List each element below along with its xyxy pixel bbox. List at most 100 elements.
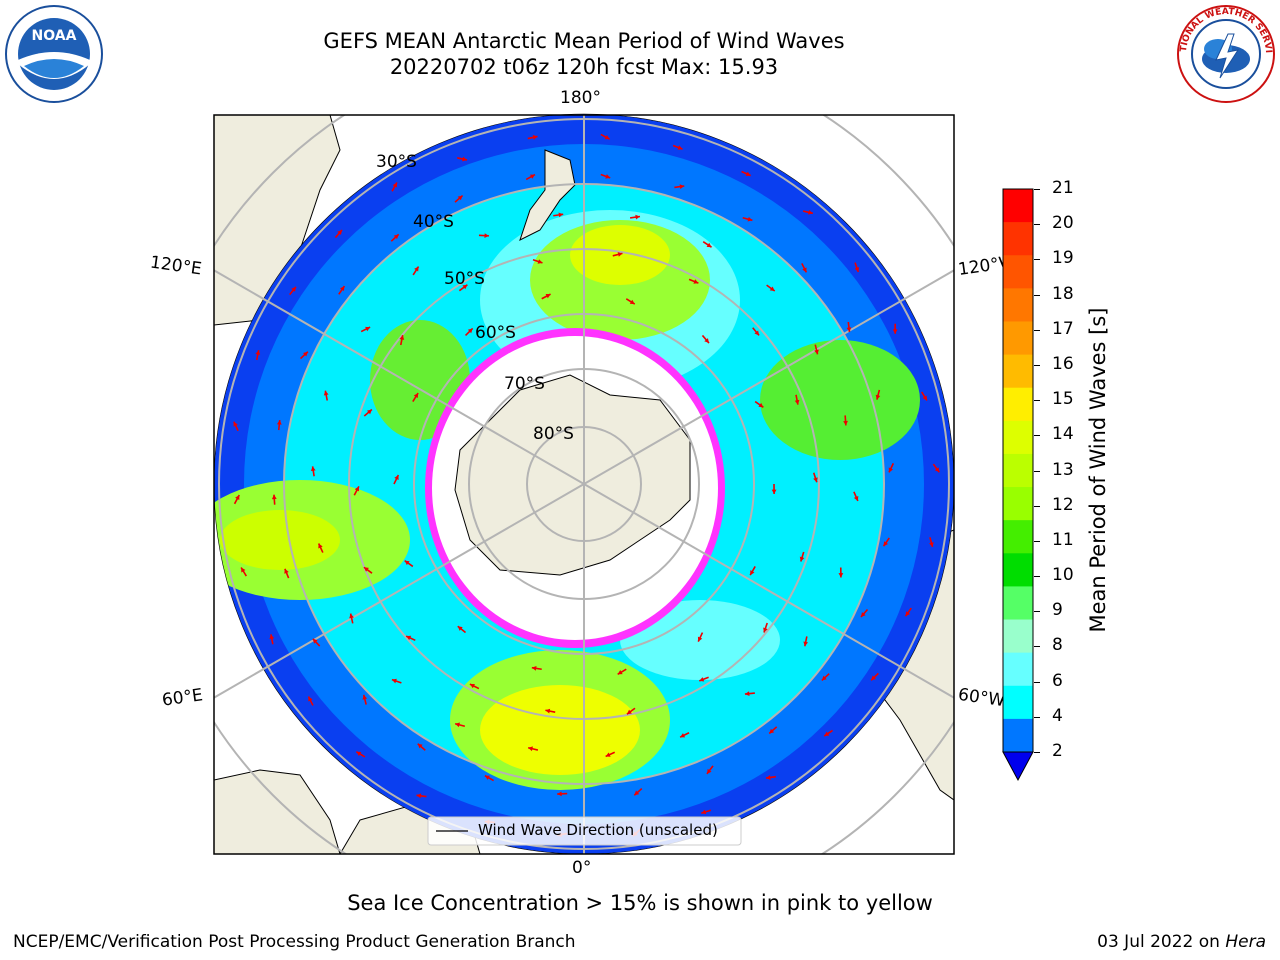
colorbar (1002, 188, 1034, 782)
colorbar-segment (1003, 354, 1033, 389)
wave-arrow-head (537, 259, 543, 264)
wave-arrow-head (318, 543, 323, 549)
colorbar-segment (1003, 189, 1033, 223)
wave-arrow-head (529, 174, 535, 179)
wave-arrow-head (754, 330, 760, 336)
wave-arrow-head (255, 350, 261, 355)
colorbar-tick-label: 14 (1052, 424, 1074, 445)
colorbar-label: Mean Period of Wind Waves [s] (1086, 307, 1110, 633)
graticule (214, 115, 954, 854)
wave-arrow-head (934, 467, 940, 473)
lat-label-80s: 80°S (533, 424, 574, 444)
colorbar-tick-mark (1034, 189, 1040, 190)
footer-date-text: 03 Jul 2022 on (1097, 932, 1226, 952)
wave-arrow-head (680, 733, 686, 738)
wave-arrow-head (366, 409, 372, 415)
noaa-logo: NOAA (5, 5, 103, 103)
wave-arrow-head (635, 214, 641, 220)
wave-arrow-head (467, 328, 473, 334)
colorbar-tick-label: 21 (1052, 178, 1074, 198)
wave-arrow-head (406, 635, 412, 641)
colorbar-tick-mark (1034, 400, 1040, 402)
wave-arrow-head (750, 570, 755, 576)
wave-arrow-head (303, 351, 308, 357)
colorbar-segment (1003, 222, 1033, 256)
wave-arrow-head (469, 683, 475, 689)
wave-arrow-head (794, 399, 800, 405)
lat-label-50s: 50°S (444, 269, 485, 289)
wave-arrow-head (854, 267, 860, 273)
wave-arrow-head (629, 299, 635, 305)
colorbar-segment (1003, 420, 1033, 455)
wave-arrow-head (634, 790, 640, 796)
colorbar-tick-mark (1034, 540, 1040, 542)
wave-arrow-head (860, 612, 866, 618)
wave-arrow-head (693, 279, 699, 284)
wave-arrow-head (417, 743, 423, 749)
wave-arrow-head (399, 335, 405, 340)
colorbar-segment (1003, 387, 1033, 422)
colorbar-tick-mark (1034, 505, 1040, 507)
wave-arrow-head (745, 171, 751, 176)
colorbar-tick-label: 12 (1052, 494, 1074, 515)
wave-arrow-head (846, 327, 852, 332)
colorbar-segment (1003, 652, 1033, 687)
wave-arrow-head (557, 791, 562, 797)
chart-title: GEFS MEAN Antarctic Mean Period of Wind … (323, 29, 845, 53)
colorbar-tick-mark (1034, 329, 1040, 331)
colorbar-segment (1003, 520, 1033, 554)
colorbar-tick-mark (1034, 224, 1040, 226)
wave-arrow-head (339, 286, 345, 292)
wave-arrow-head (744, 691, 750, 697)
colorbar-tick-label: 10 (1052, 565, 1074, 586)
wave-arrow-head (312, 638, 318, 644)
wave-arrow-head (404, 560, 410, 566)
lat-label-40s: 40°S (413, 212, 454, 232)
colorbar-tick-mark (1034, 752, 1040, 753)
colorbar-tick-label: 19 (1052, 248, 1074, 269)
wave-arrow-head (393, 234, 399, 240)
colorbar-tick-label: 9 (1052, 600, 1063, 621)
wave-arrow-head (413, 393, 419, 399)
lon-label-0: 0° (572, 858, 592, 878)
wave-arrow-head (626, 709, 632, 715)
wave-arrow-head (235, 494, 240, 500)
colorbar-tick-label: 8 (1052, 635, 1063, 656)
wave-arrow-head (763, 627, 768, 633)
wave-arrow-head (416, 793, 422, 799)
wave-arrow-head (747, 216, 753, 222)
wave-arrow-head (356, 751, 362, 757)
wave-arrow-head (814, 349, 819, 355)
wave-arrow-head (484, 775, 490, 780)
colorbar-tick-label: 17 (1052, 318, 1074, 339)
wave-arrow-head (875, 394, 881, 400)
wave-arrow-head (605, 174, 611, 179)
wave-arrow-head (392, 182, 397, 188)
wave-arrow-head (457, 195, 463, 201)
colorbar-segment (1003, 453, 1033, 488)
colorbar-under-triangle (1002, 751, 1034, 782)
chart-subtitle: 20220702 t06z 120h fcst Max: 15.93 (389, 55, 779, 79)
colorbar-segment (1003, 321, 1033, 356)
colorbar-segment (1003, 685, 1033, 720)
colorbar-tick-mark (1034, 259, 1040, 261)
svg-text:NOAA: NOAA (32, 28, 77, 44)
wave-arrow-head (531, 665, 537, 671)
wave-arrow-head (462, 284, 468, 290)
wave-arrow-head (349, 613, 354, 619)
wave-arrow-head (824, 731, 830, 737)
land-new-zealand (519, 149, 576, 241)
footer-producer: NCEP/EMC/Verification Post Processing Pr… (13, 932, 576, 952)
wave-arrow-head (853, 495, 859, 501)
wave-arrow-head (233, 421, 238, 427)
wave-arrow-head (558, 212, 564, 218)
wave-arrow-head (363, 567, 369, 572)
lat-label-60s: 60°S (475, 323, 516, 343)
wave-arrow-head (883, 541, 889, 547)
wave-arrow-head (905, 611, 911, 617)
wave-arrow-head (929, 542, 934, 547)
wave-arrow-head (414, 266, 419, 272)
wave-arrow-head (769, 728, 775, 734)
wave-arrow-head (706, 242, 712, 248)
wave-arrow-head (391, 678, 397, 684)
